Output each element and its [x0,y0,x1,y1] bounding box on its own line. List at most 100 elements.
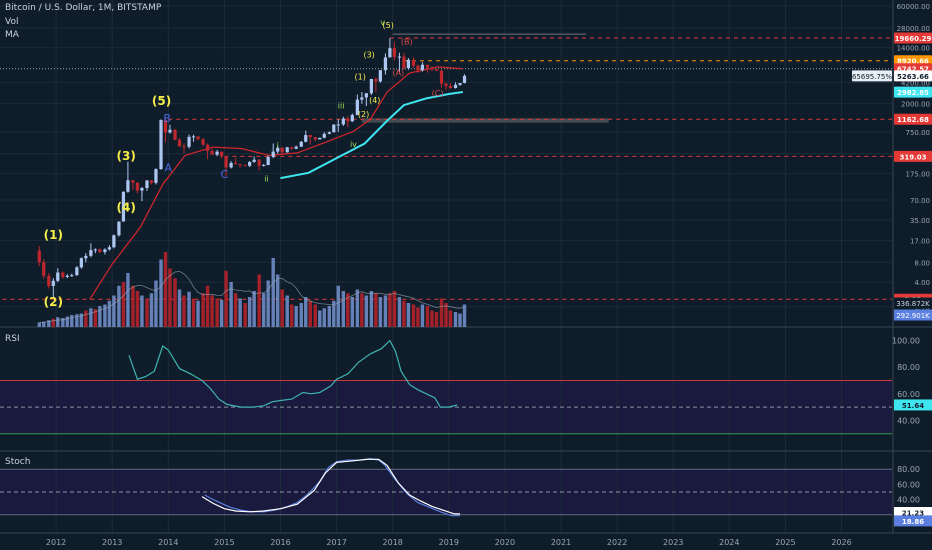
stoch-tick-label: 40.00 [897,496,920,505]
volume-bar [332,300,336,327]
candle-body [374,79,378,82]
candle-body [224,156,228,168]
candle-body [135,182,140,191]
candle-body [266,156,270,166]
volume-bar [383,295,388,327]
candle-body [294,146,298,149]
candle-body [346,118,350,122]
rsi-tick-label: 100.00 [892,337,920,346]
volume-bar [308,300,312,327]
volume-ma-line [39,270,465,323]
candle-body [299,141,303,147]
volume-bar [196,300,200,327]
candle-body [238,164,242,166]
candle-body [318,137,322,140]
volume-bar [257,274,261,327]
candle-body [210,150,214,155]
ma-legend[interactable]: MA [5,30,19,40]
volume-bar [336,285,340,327]
rsi-current-label-text: 51.64 [902,402,924,410]
volume-bar [411,304,416,327]
candle-body [411,59,416,66]
volume-bar [439,298,444,327]
price-tick-label: 4.00 [914,279,930,287]
stoch-pane-title[interactable]: Stoch [5,457,31,467]
wave-label: (4) [369,96,380,105]
wave-label: A [165,161,173,174]
volume-legend[interactable]: Vol [5,17,19,27]
year-tick-label: 2024 [719,538,739,547]
candle-body [439,70,444,84]
candle-body [434,69,439,71]
price-tick-label: 4200.00 [901,79,930,87]
price-label-text: 5263.66 [897,73,929,81]
stoch-k-label-bg [894,515,932,527]
candle-body [107,247,112,250]
volume-bar [159,259,163,327]
candle-body [159,120,163,170]
candle-body [364,93,368,98]
volume-bar [126,273,130,327]
volume-bar [145,298,149,327]
price-label-text: 2982.85 [897,89,929,97]
price-label-text: 19660.29 [895,35,932,43]
candle-body [304,135,308,142]
volume-bar [355,289,360,327]
candle-body [327,132,331,134]
year-tick-label: 2020 [495,538,515,547]
price-tick-label: 14000.00 [897,45,930,53]
volume-bar [173,278,177,327]
volume-bar [233,293,238,327]
candle-body [416,65,420,71]
volume-bar [37,322,41,327]
year-tick-label: 2014 [158,538,178,547]
percent-label-bg [852,70,892,82]
symbol-title[interactable]: Bitcoin / U.S. Dollar, 1M, BITSTAMP [5,3,162,13]
volume-bar [275,274,280,327]
candle-body [84,255,88,259]
price-label-box: 19660.29 [894,32,932,44]
year-tick-label: 2016 [270,538,290,547]
candle-body [392,48,397,57]
rsi-pane-title[interactable]: RSI [5,334,20,344]
volume-bar [89,308,93,327]
price-tick-label: 17.00 [910,238,930,246]
wave-label: iii [338,101,345,110]
volume-bar [252,291,256,327]
volume-bar [47,320,51,327]
year-tick-label: 2012 [46,538,66,547]
volume-bar [420,304,425,327]
price-tick-label: 8.00 [914,259,930,267]
stoch-d-label-text: 21.23 [902,510,924,518]
candle-body [93,249,97,251]
wave-label: (1) [44,228,63,242]
rsi-line [128,339,458,408]
volume-bar [247,297,252,327]
candle-body [388,48,392,58]
wave-label: (B) [401,37,413,46]
stoch-tick-label: 80.00 [897,465,920,474]
candle-body [154,169,158,183]
candle-body [149,180,154,183]
candle-body [89,250,93,256]
candle-body [430,67,434,70]
candle-body [131,180,135,183]
year-tick-label: 2025 [775,538,795,547]
wave-label: (2) [44,295,63,309]
wave-label: (5) [383,21,394,30]
volume-bar [453,312,458,327]
volume-bar [79,313,84,327]
volume-bar [182,295,186,327]
resistance-zone [361,118,609,123]
candle-body [308,135,312,138]
price-label-bg [894,150,932,162]
volume-bar [103,304,107,327]
price-tick-label: 60000.00 [897,3,930,11]
candle-body [145,180,149,189]
candle-body [257,159,261,166]
volume-bar [201,293,205,327]
volume-bar [219,300,224,327]
volume-label-text: 336.872K [896,300,930,308]
